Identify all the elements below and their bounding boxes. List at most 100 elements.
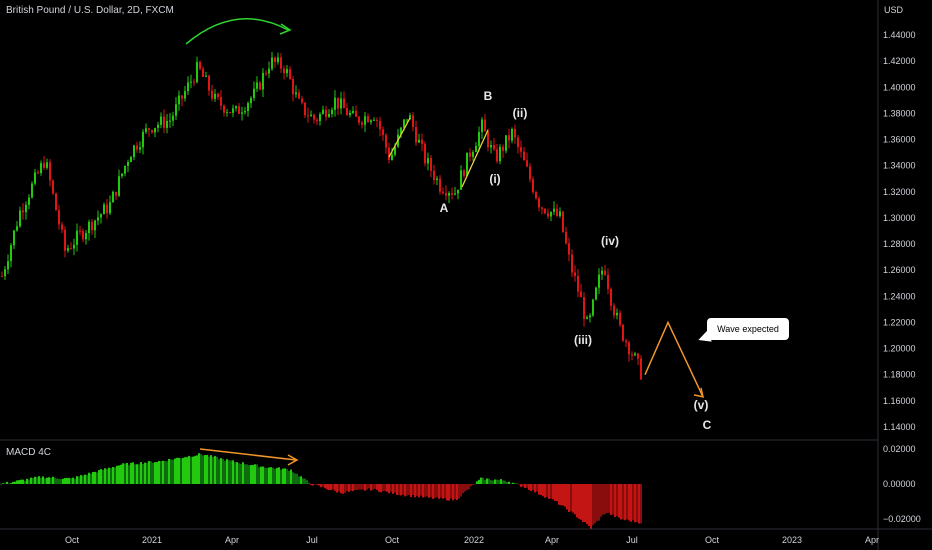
candle-body (310, 114, 312, 117)
macd-bar (294, 473, 296, 484)
macd-bar (382, 484, 384, 492)
macd-bar (212, 456, 214, 484)
macd-bar (54, 477, 56, 484)
macd-bar (292, 472, 294, 484)
macd-bar (262, 466, 264, 484)
candle-body (163, 116, 165, 128)
macd-bar (380, 484, 382, 493)
candle-body (445, 193, 447, 196)
macd-bar (44, 478, 46, 484)
macd-bar (198, 453, 200, 484)
macd-bar (280, 469, 282, 484)
candle-body (109, 202, 111, 214)
candle-body (169, 120, 171, 122)
macd-bar (640, 484, 642, 524)
time-tick-label: 2021 (142, 535, 162, 545)
macd-bar (80, 475, 82, 484)
macd-bar (206, 454, 208, 484)
candle-body (343, 98, 345, 109)
macd-bar (480, 477, 482, 484)
macd-bar (172, 459, 174, 484)
macd-histogram[interactable] (0, 453, 642, 529)
candle-body (382, 129, 384, 136)
price-tick-label: 1.20000 (883, 344, 916, 354)
macd-bar (476, 481, 478, 484)
candle-body (220, 97, 222, 106)
macd-bar (384, 484, 386, 492)
candle-body (259, 82, 261, 90)
candle-body (13, 230, 15, 246)
candle-body (358, 116, 360, 123)
macd-bar (174, 458, 176, 484)
candle-body (574, 272, 576, 277)
macd-bar (530, 484, 532, 492)
macd-bar (572, 484, 574, 513)
macd-bar (48, 477, 50, 484)
candle-body (76, 230, 78, 245)
macd-bar (258, 467, 260, 484)
candle-body (367, 116, 369, 123)
candle-body (610, 288, 612, 306)
macd-bar (40, 477, 42, 484)
candle-body (583, 297, 585, 319)
macd-bar (144, 462, 146, 484)
price-candles[interactable] (1, 51, 642, 381)
macd-bar (4, 483, 6, 484)
candle-body (607, 274, 609, 289)
macd-bar (158, 460, 160, 484)
macd-bar (630, 484, 632, 522)
macd-bar (248, 465, 250, 484)
candle-body (541, 207, 543, 209)
candle-body (427, 158, 429, 164)
macd-bar (492, 480, 494, 484)
candle-body (112, 191, 114, 203)
macd-bar (148, 460, 150, 484)
candle-body (178, 95, 180, 105)
macd-bar (274, 468, 276, 484)
macd-bar (122, 463, 124, 484)
candle-body (328, 114, 330, 118)
macd-bar (268, 467, 270, 484)
macd-bar (460, 484, 462, 497)
macd-bar (356, 484, 358, 490)
candle-body (10, 245, 12, 262)
macd-bar (370, 484, 372, 491)
candle-body (49, 162, 51, 181)
candle-body (151, 130, 153, 133)
macd-bar (438, 484, 440, 499)
candle-body (139, 147, 141, 150)
macd-bar (188, 455, 190, 484)
candle-body (115, 191, 117, 196)
candle-body (340, 98, 342, 109)
candle-body (232, 108, 234, 113)
candle-body (490, 145, 492, 148)
macd-bar (58, 478, 60, 484)
candle-body (304, 102, 306, 116)
macd-bar (504, 480, 506, 484)
candle-body (313, 114, 315, 120)
macd-bar (524, 484, 526, 489)
macd-bar (564, 484, 566, 507)
price-tick-label: 1.26000 (883, 265, 916, 275)
candle-body (460, 170, 462, 190)
candle-body (175, 104, 177, 116)
candle-body (637, 353, 639, 359)
macd-bar (444, 484, 446, 499)
macd-bar (636, 484, 638, 522)
candle-body (442, 191, 444, 194)
macd-bar (560, 484, 562, 506)
macd-bar (86, 475, 88, 484)
macd-bar (550, 484, 552, 499)
macd-bar (66, 477, 68, 484)
candle-body (373, 119, 375, 121)
macd-bar (254, 464, 256, 484)
wave-expected-callout[interactable]: Wave expected (707, 318, 789, 340)
candle-body (277, 57, 279, 63)
macd-bar (204, 455, 206, 484)
candle-body (616, 312, 618, 316)
candle-body (517, 137, 519, 148)
macd-bar (154, 462, 156, 484)
macd-bar (56, 478, 58, 484)
candle-body (67, 248, 69, 251)
